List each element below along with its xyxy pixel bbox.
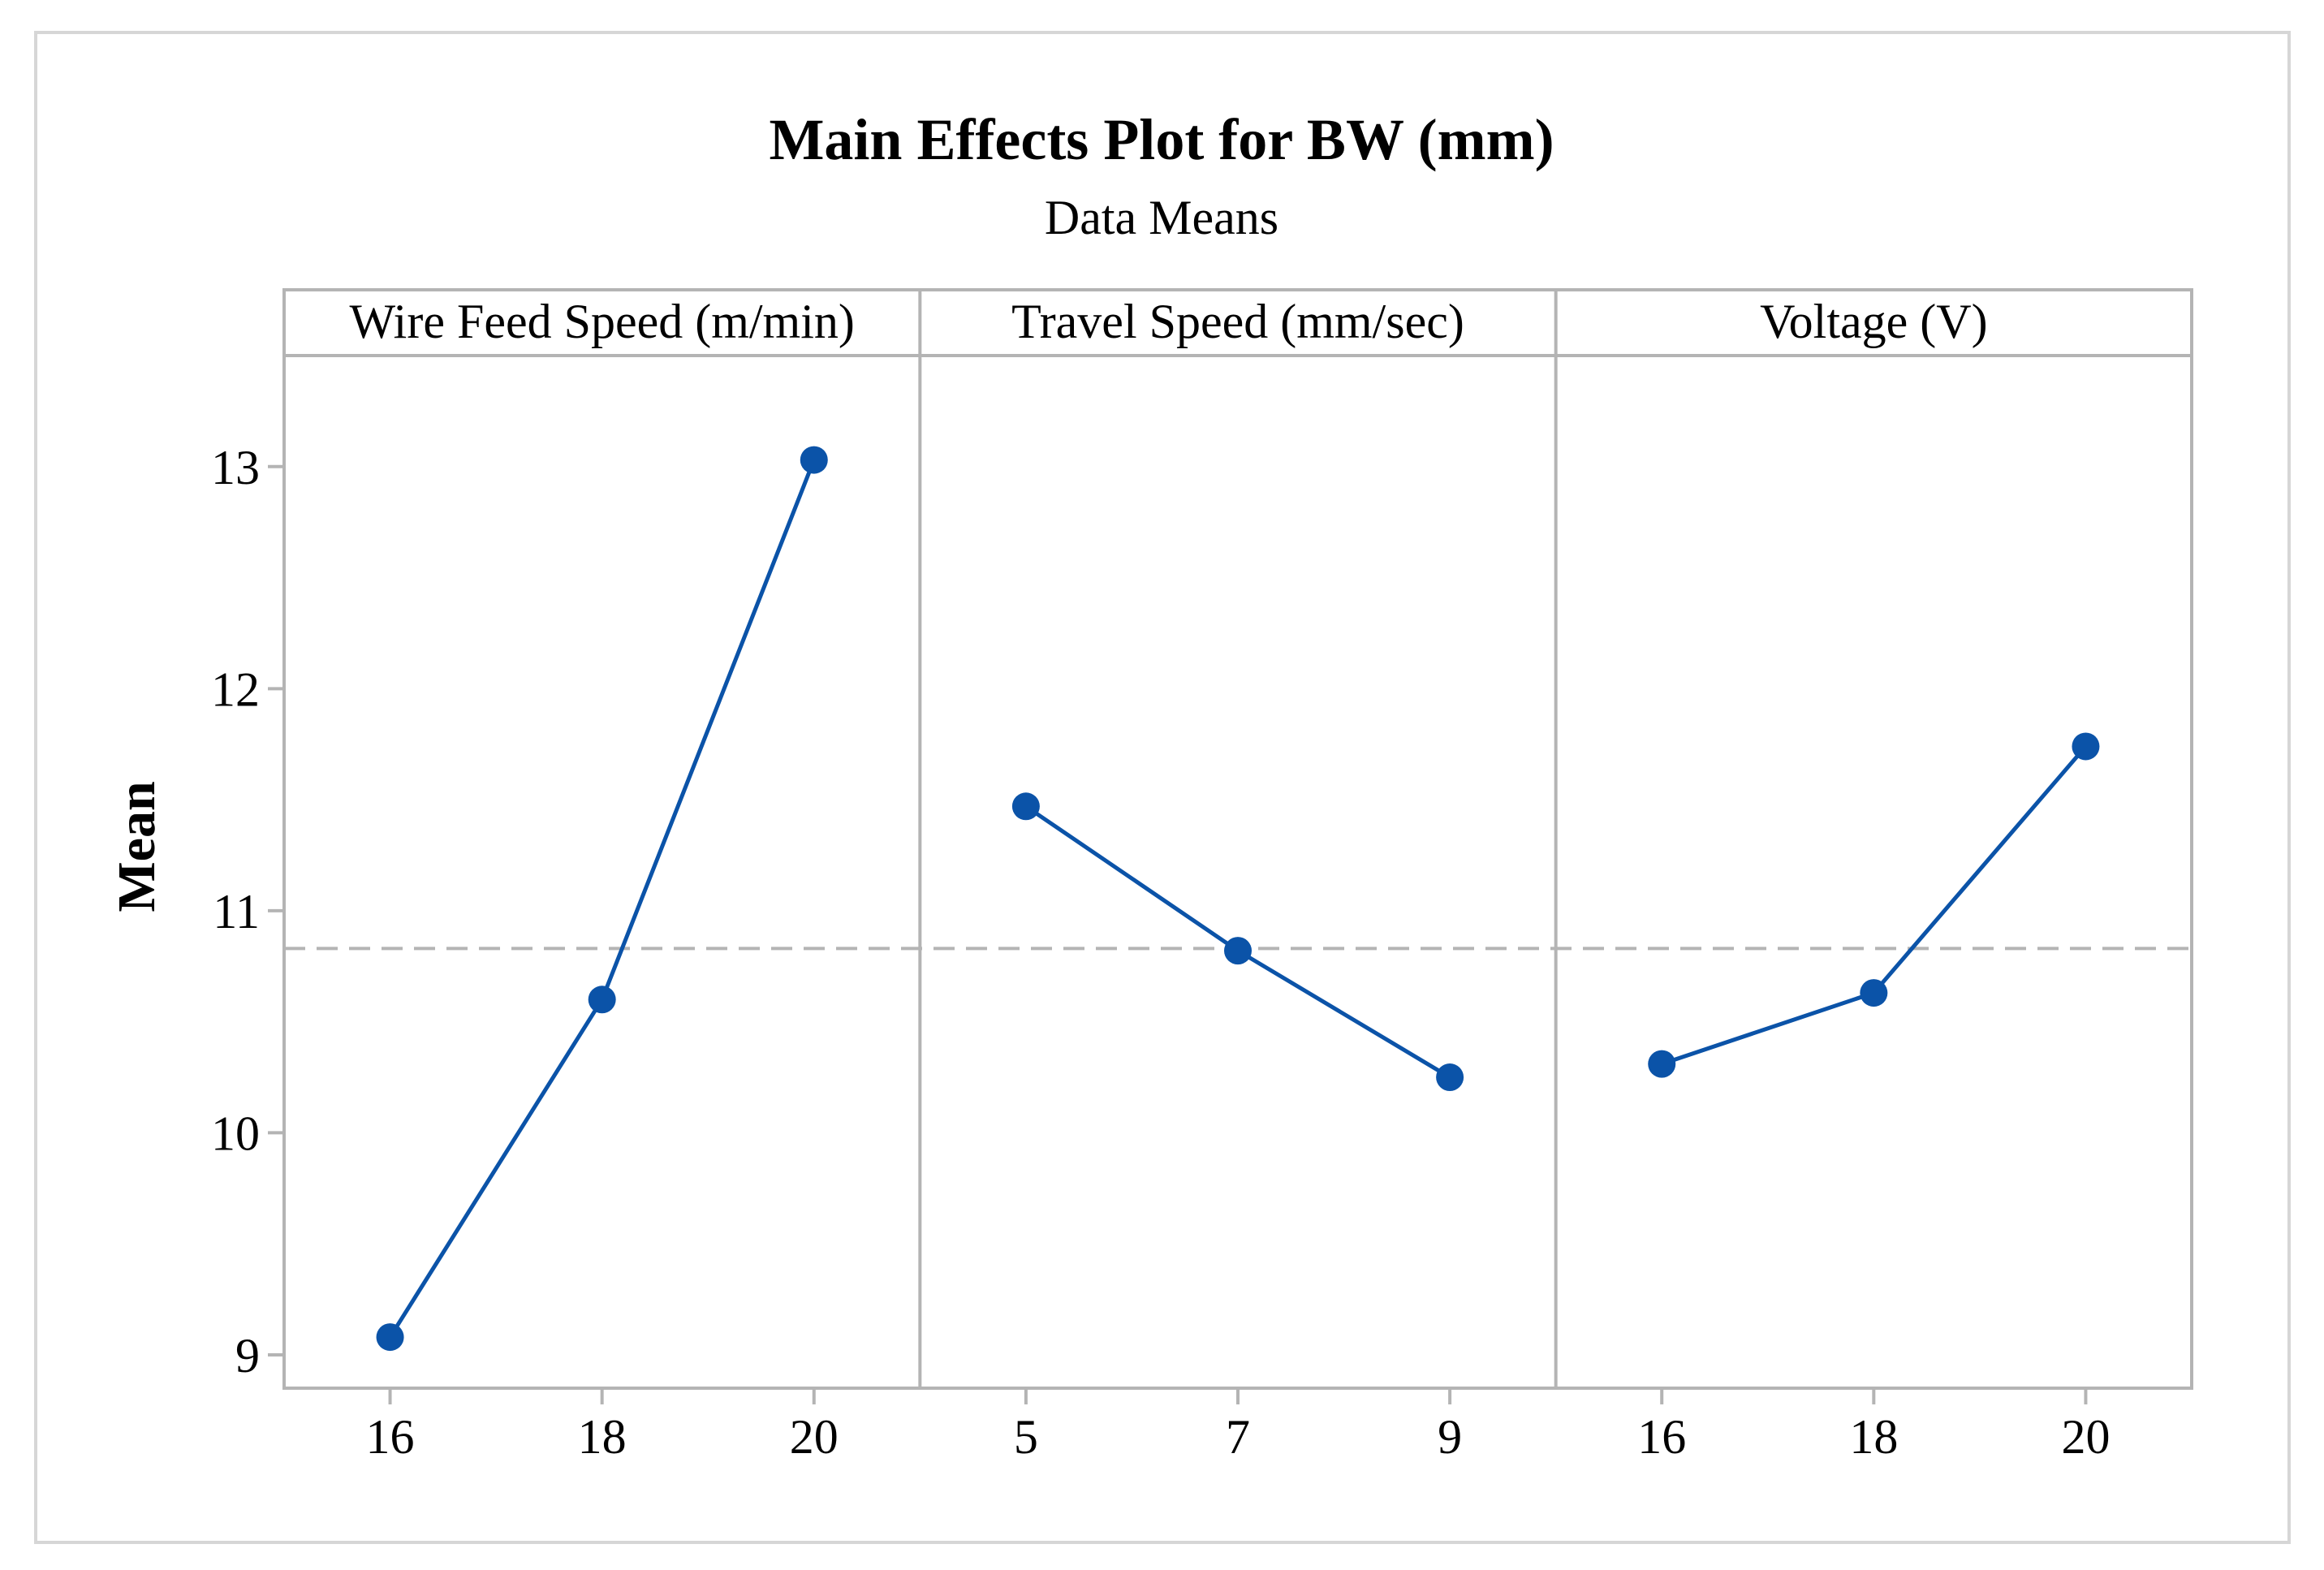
data-point (1860, 979, 1888, 1007)
y-tick-label: 11 (213, 885, 260, 938)
x-tick-label: 16 (1637, 1410, 1686, 1464)
data-point (376, 1323, 404, 1352)
x-tick-label: 7 (1226, 1410, 1250, 1464)
panel-strip-label: Wire Feed Speed (m/min) (349, 295, 854, 348)
data-point (1011, 792, 1040, 821)
chart-title: Main Effects Plot for BW (mm) (769, 107, 1554, 172)
y-tick-label: 10 (211, 1106, 260, 1160)
x-tick-label: 18 (578, 1410, 627, 1464)
data-point (1224, 937, 1252, 965)
x-tick-label: 9 (1438, 1410, 1462, 1464)
panel-strip-label: Voltage (V) (1760, 295, 1988, 348)
y-tick-label: 12 (211, 662, 260, 716)
data-point (1436, 1063, 1464, 1092)
x-tick-label: 20 (2061, 1410, 2110, 1464)
y-axis-label: Mean (107, 781, 166, 912)
figure-border (34, 31, 2291, 1544)
x-tick-label: 16 (366, 1410, 415, 1464)
y-tick-label: 9 (235, 1329, 260, 1382)
plot-area: 9 10 11 12 13 Wire Feed Speed (m/min) 16 18 20 Tr… (211, 288, 2193, 1464)
y-tick-label: 13 (211, 441, 260, 494)
data-point (1648, 1050, 1676, 1078)
x-tick-label: 5 (1014, 1410, 1038, 1464)
data-point (2072, 732, 2100, 761)
data-point (588, 986, 616, 1014)
chart-subtitle: Data Means (1045, 191, 1278, 244)
x-tick-label: 20 (790, 1410, 839, 1464)
data-point (800, 446, 828, 474)
panel-strip-label: Travel Speed (mm/sec) (1011, 295, 1464, 348)
x-tick-label: 18 (1849, 1410, 1898, 1464)
